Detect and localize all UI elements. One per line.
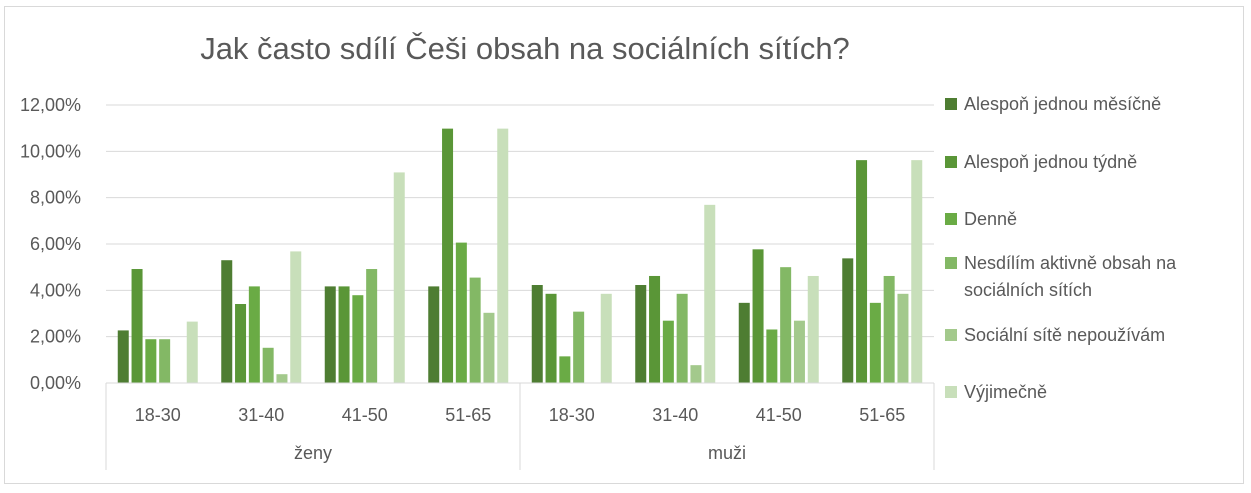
bar xyxy=(856,160,868,383)
x-tick-label: 31-40 xyxy=(238,405,284,425)
legend-swatch xyxy=(945,156,957,168)
y-tick-label: 6,00% xyxy=(30,234,81,254)
bar xyxy=(559,356,571,383)
chart-title: Jak často sdílí Češi obsah na sociálních… xyxy=(200,31,850,66)
bar xyxy=(290,251,302,383)
legend-label: Nesdílím aktivně obsah na sociálních sítí… xyxy=(964,253,1177,300)
bar xyxy=(159,339,171,383)
bar xyxy=(235,304,247,383)
bar xyxy=(807,275,819,383)
bar xyxy=(145,339,157,383)
group-label: muži xyxy=(708,443,746,463)
x-tick-label: 31-40 xyxy=(652,405,698,425)
legend-label: Alespoň jednou měsíčně xyxy=(964,94,1161,114)
bar xyxy=(531,285,543,383)
bar xyxy=(780,267,792,383)
x-tick-label: 41-50 xyxy=(342,405,388,425)
y-tick-label: 4,00% xyxy=(30,280,81,300)
bar xyxy=(393,172,405,383)
bar xyxy=(738,302,750,383)
bar xyxy=(455,242,467,383)
legend-label: Denně xyxy=(964,209,1017,229)
bar xyxy=(635,285,647,383)
bar xyxy=(262,347,274,383)
y-tick-label: 0,00% xyxy=(30,373,81,393)
group-label: ženy xyxy=(294,443,332,463)
bar xyxy=(600,293,612,383)
y-tick-label: 10,00% xyxy=(20,141,81,161)
legend: Alespoň jednou měsíčně Alespoň jednou týd… xyxy=(945,94,1177,402)
bar xyxy=(869,302,881,383)
bar xyxy=(248,286,260,383)
bar xyxy=(545,293,557,383)
bar xyxy=(276,374,288,383)
bar xyxy=(117,330,129,383)
bar xyxy=(221,260,233,383)
bar xyxy=(676,293,688,383)
x-tick-label: 41-50 xyxy=(756,405,802,425)
y-tick-label: 2,00% xyxy=(30,327,81,347)
x-tick-label: 18-30 xyxy=(549,405,595,425)
bar xyxy=(131,269,143,383)
y-tick-label: 8,00% xyxy=(30,188,81,208)
legend-swatch xyxy=(945,329,957,341)
bar xyxy=(883,275,895,383)
x-tick-label: 18-30 xyxy=(135,405,181,425)
legend-swatch xyxy=(945,213,957,225)
bar xyxy=(352,295,364,383)
bar xyxy=(793,320,805,383)
bar xyxy=(469,277,481,383)
bar xyxy=(690,365,702,383)
bar xyxy=(897,293,909,383)
x-tick-label: 51-65 xyxy=(859,405,905,425)
bar xyxy=(324,286,336,383)
bar xyxy=(442,128,454,383)
legend-label: Alespoň jednou týdně xyxy=(964,152,1137,172)
bar xyxy=(842,258,854,383)
bar xyxy=(649,275,661,383)
bar xyxy=(366,269,378,383)
chart-svg: Jak často sdílí Češi obsah na sociálních… xyxy=(20,31,1177,470)
bar xyxy=(573,311,585,383)
y-tick-label: 12,00% xyxy=(20,95,81,115)
bar xyxy=(428,286,440,383)
legend-label: Výjimečně xyxy=(964,382,1047,402)
bar xyxy=(911,160,923,383)
bar xyxy=(704,204,716,383)
bar xyxy=(766,329,778,383)
bar xyxy=(752,249,764,383)
bar xyxy=(497,128,509,383)
bar xyxy=(186,321,198,383)
bar xyxy=(338,286,350,383)
legend-swatch xyxy=(945,386,957,398)
legend-label: Sociální sítě nepoužívám xyxy=(964,325,1165,345)
legend-swatch xyxy=(945,257,957,269)
chart-frame: Jak často sdílí Češi obsah na sociálních… xyxy=(4,6,1244,484)
y-axis-ticks: 0,00% 2,00% 4,00% 6,00% 8,00% 10,00% 12,00% xyxy=(20,95,81,393)
x-tick-label: 51-65 xyxy=(445,405,491,425)
bar xyxy=(483,312,495,383)
x-axis: 18-30 31-40 41-50 51-65 18-30 31-40 41-50 51-65… xyxy=(105,382,935,470)
bars xyxy=(117,128,923,383)
legend-swatch xyxy=(945,98,957,110)
bar xyxy=(662,320,674,383)
